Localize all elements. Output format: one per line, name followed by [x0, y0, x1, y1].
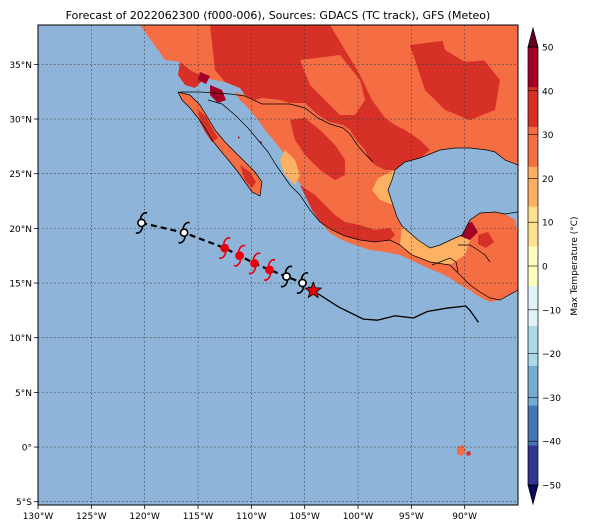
- gulf-of-california: [208, 100, 283, 180]
- land-north-america: [140, 25, 518, 302]
- colorbar-tick-label: 20: [542, 175, 554, 185]
- lon-tick-label: 125°W: [76, 512, 107, 522]
- latitude-ticks: 35°N 30°N 25°N 20°N 15°N 10°N 5°N 0° 5°S: [9, 61, 38, 508]
- cyclone-markers: [135, 211, 309, 294]
- colorbar-segment: [528, 405, 538, 446]
- colorbar-extend-min: [527, 484, 539, 506]
- longitude-ticks: 130°W 125°W 120°W 115°W 110°W 105°W 100°W 95°W 9…: [23, 505, 477, 522]
- lat-tick-label: 5°S: [16, 498, 32, 508]
- cyclone-marker: [233, 244, 246, 267]
- map-frame: [37, 24, 519, 506]
- current-position-star: [304, 281, 323, 299]
- colorbar-segment: [528, 86, 538, 127]
- colorbar-tick-label: −50: [542, 482, 561, 492]
- chart-title: Forecast of 2022062300 (f000-006), Sourc…: [65, 9, 491, 22]
- cyclone-marker: [248, 252, 261, 275]
- cyclone-marker: [218, 237, 231, 260]
- colorbar-tick-label: 10: [542, 219, 554, 229]
- colorbar-tick-label: −10: [542, 306, 561, 316]
- cyclone-eye: [250, 258, 259, 268]
- colorbar-segment: [528, 365, 538, 406]
- colorbar-segment: [528, 47, 538, 88]
- lon-tick-label: 90°W: [452, 512, 477, 522]
- past-track-line: [312, 290, 480, 323]
- lon-tick-label: 130°W: [23, 512, 54, 522]
- lat-tick-label: 0°: [22, 444, 32, 454]
- colorbar-tick-label: −30: [542, 394, 561, 404]
- lon-tick-label: 95°W: [399, 512, 424, 522]
- map-area: [38, 25, 518, 505]
- lat-tick-label: 5°N: [15, 389, 32, 399]
- cyclone-eye: [298, 278, 307, 288]
- land-galapagos: [457, 445, 471, 456]
- lat-tick-label: 10°N: [9, 334, 32, 344]
- lon-tick-label: 120°W: [129, 512, 160, 522]
- lat-tick-label: 20°N: [9, 225, 32, 235]
- colorbar-segment: [528, 126, 538, 167]
- colorbar-label: Max Temperature (°C): [570, 216, 580, 315]
- colorbar-tick-label: −40: [542, 438, 561, 448]
- colorbar-segment: [528, 166, 538, 207]
- colorbar-segment: [528, 325, 538, 366]
- cyclone-marker: [135, 211, 148, 234]
- gridlines: [38, 25, 518, 505]
- cyclone-eye: [179, 228, 189, 238]
- colorbar-segment: [528, 445, 538, 486]
- lat-tick-label: 30°N: [9, 116, 32, 126]
- lon-tick-label: 110°W: [236, 512, 267, 522]
- colorbar-tick-label: 40: [542, 87, 554, 97]
- lat-tick-label: 35°N: [9, 61, 32, 71]
- colorbar-segment: [528, 206, 538, 247]
- lon-tick-label: 100°W: [343, 512, 374, 522]
- cyclone-marker: [263, 258, 276, 281]
- lon-tick-label: 115°W: [183, 512, 214, 522]
- colorbar-tick-label: 30: [542, 131, 554, 141]
- colorbar-segment: [528, 285, 538, 327]
- cyclone-eye: [282, 272, 291, 281]
- cyclone-marker: [280, 265, 293, 288]
- colorbar-extend-max: [527, 26, 539, 48]
- colorbar-tick-label: 50: [542, 44, 554, 54]
- lat-tick-label: 25°N: [9, 170, 32, 180]
- colorbar-tick-label: −20: [542, 350, 561, 360]
- colorbar-tick-label: 0: [542, 263, 548, 273]
- cyclone-eye: [220, 243, 230, 253]
- coastlines: [177, 91, 518, 301]
- colorbar: 50 40 30 20 10 0 −10 −20 −30 −40 −50 Max Temperatur…: [527, 26, 580, 506]
- gulf-of-mexico: [388, 148, 518, 248]
- lat-tick-label: 15°N: [9, 280, 32, 290]
- lon-tick-label: 105°W: [289, 512, 320, 522]
- cyclone-eye: [235, 251, 245, 261]
- cyclone-eye: [137, 218, 146, 228]
- cyclone-marker: [178, 221, 190, 244]
- cyclone-marker: [296, 272, 309, 294]
- cyclone-eye: [265, 265, 274, 275]
- land-baja-california: [178, 92, 262, 196]
